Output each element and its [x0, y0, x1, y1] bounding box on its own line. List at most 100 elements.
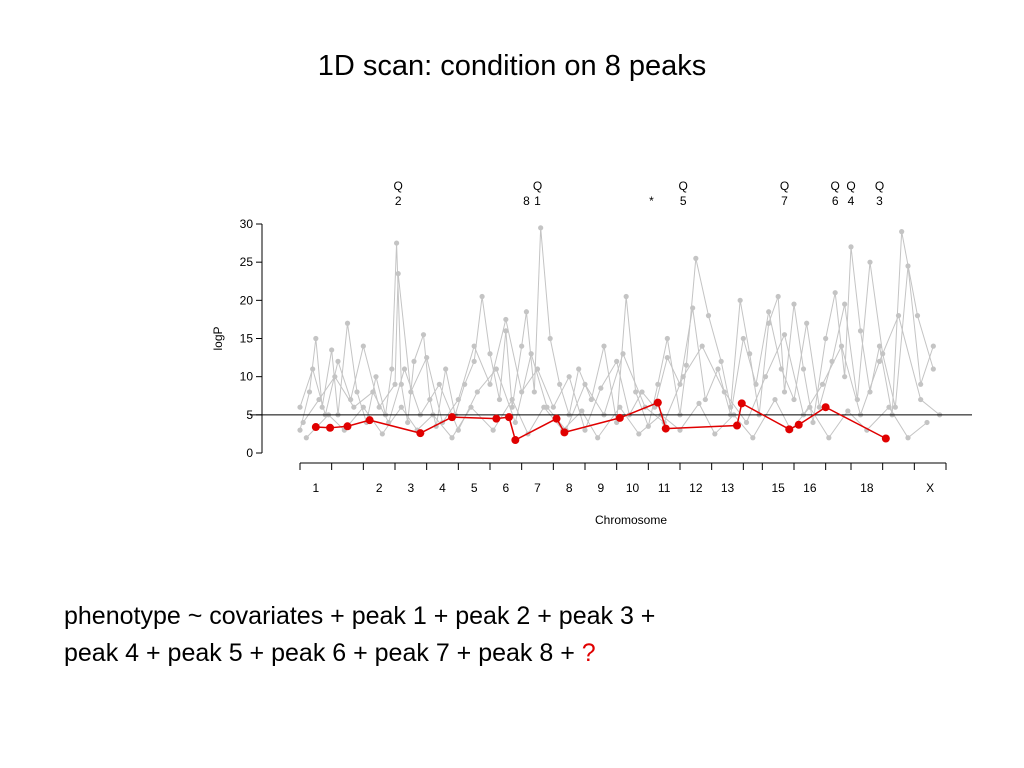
background-point	[696, 400, 702, 406]
background-point	[512, 419, 518, 426]
conditional-point	[492, 414, 501, 423]
chromosome-label: 5	[471, 481, 478, 495]
conditional-point	[653, 398, 662, 407]
background-point	[335, 358, 341, 364]
background-point	[778, 366, 784, 372]
annotation-index: 6	[832, 194, 839, 208]
y-tick-label: 0	[246, 446, 253, 460]
chromosome-label: 9	[597, 481, 604, 495]
chromosome-label: 4	[439, 481, 446, 495]
background-point	[538, 225, 544, 231]
annotation-q: Q	[780, 179, 789, 193]
background-point	[370, 389, 376, 395]
chromosome-label: 2	[376, 481, 383, 495]
formula-line-1: phenotype ~ covariates + peak 1 + peak 2…	[64, 602, 656, 630]
annotation-index: *	[649, 194, 654, 208]
background-point	[620, 351, 626, 357]
background-point	[702, 396, 708, 403]
background-point	[509, 396, 515, 403]
background-point	[443, 366, 449, 372]
background-point	[639, 389, 645, 395]
annotation-q: Q	[830, 179, 839, 193]
background-point	[617, 404, 623, 410]
model-formula: phenotype ~ covariates + peak 1 + peak 2…	[64, 598, 655, 672]
background-point	[503, 316, 509, 323]
background-point	[395, 271, 401, 277]
chromosome-label: 10	[626, 481, 640, 495]
background-series-line	[299, 262, 934, 432]
conditional-point	[560, 428, 569, 437]
conditional-point	[326, 423, 335, 432]
conditional-point	[448, 413, 456, 422]
background-point	[351, 404, 357, 410]
background-point	[842, 374, 848, 380]
background-scans	[297, 225, 943, 441]
background-point	[329, 347, 335, 353]
background-point	[636, 431, 642, 437]
annotation-q: Q	[533, 179, 542, 193]
chromosome-label: 8	[566, 481, 573, 495]
background-point	[664, 354, 670, 361]
background-point	[772, 396, 778, 403]
annotation-index: 1	[534, 194, 541, 208]
conditional-point	[505, 413, 513, 422]
background-point	[705, 313, 712, 319]
background-point	[819, 381, 826, 387]
background-point	[781, 389, 788, 395]
background-point	[655, 381, 661, 387]
chromosome-label: 16	[803, 481, 817, 495]
annotation-index: 4	[848, 194, 855, 208]
background-point	[582, 381, 588, 387]
annotation-q: Q	[678, 179, 687, 193]
background-point	[310, 366, 316, 372]
background-point	[344, 320, 351, 326]
y-tick-label: 25	[240, 255, 254, 269]
background-point	[297, 427, 303, 433]
conditional-scan	[311, 398, 890, 445]
background-point	[737, 297, 743, 303]
y-tick-label: 10	[240, 370, 254, 384]
background-point	[633, 389, 639, 395]
background-point	[547, 335, 553, 342]
background-point	[614, 358, 620, 364]
background-point	[867, 259, 873, 265]
y-axis: 0 5 10 15 20 25 30	[240, 217, 263, 460]
chromosome-label: 6	[502, 481, 509, 495]
background-point	[924, 419, 930, 426]
background-point	[715, 366, 721, 372]
chromosome-label: 11	[658, 481, 671, 495]
background-point	[601, 343, 607, 349]
background-point	[541, 404, 547, 410]
conditional-point	[733, 421, 741, 430]
chromosome-label: 7	[534, 481, 541, 495]
background-point	[487, 351, 493, 357]
background-point	[303, 435, 309, 441]
background-point	[930, 366, 936, 372]
background-point	[750, 435, 756, 441]
annotation-index: 8	[523, 194, 530, 208]
background-point	[899, 229, 905, 235]
conditional-point	[737, 399, 746, 408]
background-point	[791, 301, 797, 307]
background-point	[918, 396, 924, 403]
background-point	[373, 374, 379, 380]
slide-title: 1D scan: condition on 8 peaks	[317, 50, 707, 82]
background-series-line	[305, 398, 928, 439]
background-point	[677, 427, 683, 433]
background-point	[519, 343, 525, 349]
annotation-index: 7	[781, 194, 788, 208]
background-point	[930, 343, 936, 349]
conditional-point	[615, 413, 624, 422]
background-point	[588, 396, 594, 403]
background-point	[595, 435, 601, 441]
background-point	[823, 335, 829, 342]
background-point	[405, 419, 411, 426]
background-point	[582, 427, 588, 433]
background-point	[528, 351, 534, 357]
background-point	[354, 389, 360, 395]
background-point	[411, 358, 417, 364]
conditional-point	[311, 423, 320, 432]
background-point	[490, 427, 496, 433]
background-point	[623, 293, 629, 300]
